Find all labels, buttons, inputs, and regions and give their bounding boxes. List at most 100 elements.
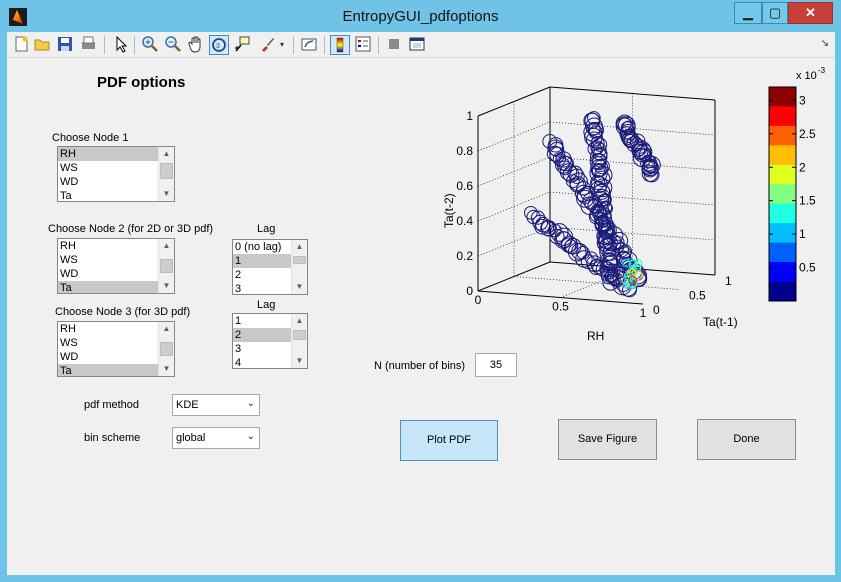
y-tick-label: 1 [725,274,732,288]
chevron-down-icon[interactable]: ⌄ [246,431,255,442]
pan-icon[interactable] [186,35,206,55]
brush-dropdown-icon[interactable]: ▾ [279,40,284,49]
bin-scheme-label: bin scheme [84,432,141,444]
list-item[interactable]: WS [60,162,78,174]
scroll-down-icon[interactable]: ▼ [162,189,171,198]
lag2-listbox[interactable]: 0 (no lag) 1 2 3 ▲ ▼ [232,239,308,295]
list-item[interactable]: 4 [235,357,242,369]
list-item[interactable]: 1 [233,254,307,268]
y-tick-label: 0.5 [689,289,706,303]
pdf-3d-plot[interactable]: 00.20.40.60.810 0.5 1 00.51 RH Ta(t-1) Ta(t… [7,32,835,575]
pdf-method-select[interactable]: KDE ⌄ [172,394,260,416]
scroll-up-icon[interactable]: ▲ [162,324,171,333]
scatter-point [587,197,604,214]
lag3-scrollbar[interactable]: ▲ ▼ [291,314,307,368]
colorbar-segment [769,281,796,302]
figure-client-area: 3 ▾ ↘ PDF options Choose Node 1 [7,32,835,575]
maximize-button[interactable]: ▢ [762,2,788,24]
x-tick-label: 0.5 [552,300,569,314]
list-item[interactable]: RH [58,147,174,161]
dock-arrow-icon[interactable]: ↘ [820,38,829,49]
chevron-down-icon[interactable]: ⌄ [246,398,255,409]
scatter-point [590,174,606,191]
node1-scrollbar[interactable]: ▲ ▼ [158,147,174,201]
scroll-down-icon[interactable]: ▼ [295,282,304,291]
open-file-icon[interactable] [32,35,52,55]
colorbar: 0.5 1 1.5 2 2.5 3 [768,86,816,302]
bin-scheme-select[interactable]: global ⌄ [172,427,260,449]
hide-plot-tools-icon[interactable] [384,35,404,55]
scroll-thumb[interactable] [293,256,306,264]
scroll-down-icon[interactable]: ▼ [162,364,171,373]
new-figure-icon[interactable] [11,35,31,55]
scatter-point [587,111,601,125]
list-item[interactable]: Ta [60,190,72,202]
zoom-out-icon[interactable] [163,35,183,55]
scroll-up-icon[interactable]: ▲ [295,316,304,325]
node3-scrollbar[interactable]: ▲ ▼ [158,322,174,376]
scroll-thumb[interactable] [160,259,173,273]
save-icon[interactable] [55,35,75,55]
scroll-down-icon[interactable]: ▼ [295,356,304,365]
pointer-icon[interactable] [110,35,130,55]
scatter-point [540,220,556,236]
node3-listbox[interactable]: RH WS WD Ta ▲ ▼ [57,321,175,377]
svg-text:3: 3 [216,43,220,50]
colorbar-tick-label: 2.5 [799,127,816,141]
scatter-point [589,153,607,171]
grid-line [549,156,716,171]
scroll-thumb[interactable] [160,163,173,179]
bins-input[interactable]: 35 [475,353,517,377]
legend-icon[interactable] [353,35,373,55]
scatter-point [569,168,585,184]
list-item[interactable]: 3 [235,343,242,355]
close-button[interactable]: ✕ [788,2,833,24]
list-item[interactable]: WD [60,351,79,363]
lag2-scrollbar[interactable]: ▲ ▼ [291,240,307,294]
list-item[interactable]: WD [60,176,79,188]
scroll-down-icon[interactable]: ▼ [162,281,171,290]
scroll-thumb[interactable] [293,330,306,340]
node1-listbox[interactable]: RH WS WD Ta ▲ ▼ [57,146,175,202]
list-item[interactable]: Ta [58,364,174,376]
lag3-listbox[interactable]: 1 2 3 4 ▲ ▼ [232,313,308,369]
done-button[interactable]: Done [697,419,796,460]
z-axis-label: Ta(t-2) [442,193,456,228]
list-item[interactable]: RH [60,323,76,335]
z-tick-label: 1 [466,109,473,123]
scatter-point [641,160,659,178]
rotate-3d-icon[interactable]: 3 [209,35,229,55]
save-figure-button[interactable]: Save Figure [558,419,657,460]
x-tick-label: 0 [475,293,482,307]
node2-scrollbar[interactable]: ▲ ▼ [158,239,174,293]
list-item[interactable]: Ta [58,281,174,293]
list-item[interactable]: 2 [235,269,242,281]
minimize-button[interactable]: ▁ [734,2,762,24]
colorbar-icon[interactable] [330,35,350,55]
print-icon[interactable] [78,35,98,55]
list-item[interactable]: WS [60,254,78,266]
node3-label: Choose Node 3 (for 3D pdf) [55,306,191,318]
list-item[interactable]: RH [60,240,76,252]
link-plot-icon[interactable] [299,35,319,55]
scroll-up-icon[interactable]: ▲ [162,241,171,250]
list-item[interactable]: WS [60,337,78,349]
scatter-point [592,137,608,152]
zoom-in-icon[interactable] [140,35,160,55]
data-cursor-icon[interactable] [232,35,252,55]
show-plot-tools-icon[interactable] [407,35,427,55]
scatter-point [583,122,603,142]
list-item[interactable]: 2 [233,328,307,342]
list-item[interactable]: 0 (no lag) [235,241,282,253]
scatter-points [524,111,661,298]
list-item[interactable]: WD [60,268,79,280]
list-item[interactable]: 3 [235,283,242,295]
scroll-up-icon[interactable]: ▲ [162,149,171,158]
brush-icon[interactable] [257,35,277,55]
scroll-thumb[interactable] [160,342,173,356]
node2-listbox[interactable]: RH WS WD Ta ▲ ▼ [57,238,175,294]
list-item[interactable]: 1 [235,315,242,327]
scroll-up-icon[interactable]: ▲ [295,242,304,251]
panel-title: PDF options [97,74,186,91]
plot-pdf-button[interactable]: Plot PDF [400,420,498,461]
